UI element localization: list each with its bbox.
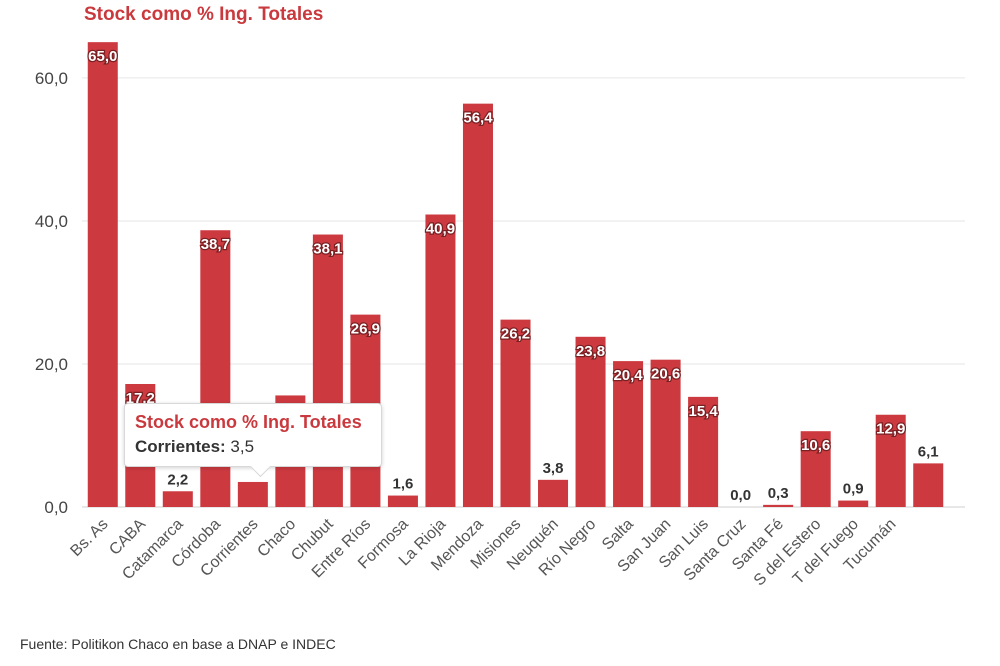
data-label: 12,9 bbox=[876, 421, 905, 438]
data-label: 6,1 bbox=[918, 443, 939, 460]
data-label: 3,8 bbox=[543, 460, 564, 477]
data-label: 38,1 bbox=[313, 241, 342, 258]
data-label: 20,4 bbox=[613, 367, 643, 384]
bar bbox=[237, 481, 268, 507]
data-label: 2,2 bbox=[167, 471, 188, 488]
data-label: 1,6 bbox=[393, 476, 414, 493]
tooltip-label: Corrientes: bbox=[135, 437, 226, 456]
bar bbox=[425, 214, 456, 507]
bar bbox=[650, 359, 681, 507]
data-label: 65,0 bbox=[88, 48, 117, 65]
y-tick-label: 20,0 bbox=[35, 355, 68, 374]
bar bbox=[162, 491, 193, 507]
data-label: 40,9 bbox=[426, 221, 455, 238]
data-label: 0,0 bbox=[730, 487, 751, 504]
bar bbox=[800, 431, 831, 507]
data-label: 38,7 bbox=[201, 236, 230, 253]
bar bbox=[575, 336, 606, 507]
tooltip-row: Corrientes: 3,5 bbox=[135, 434, 371, 460]
bar bbox=[500, 319, 531, 507]
data-label: 26,2 bbox=[501, 326, 530, 343]
data-label: 20,6 bbox=[651, 366, 680, 383]
bar bbox=[763, 504, 794, 507]
source-note: Fuente: Politikon Chaco en base a DNAP e… bbox=[20, 636, 336, 652]
chart-title: Stock como % Ing. Totales bbox=[84, 4, 324, 25]
bar bbox=[538, 479, 569, 507]
tooltip: Stock como % Ing. Totales Corrientes: 3,… bbox=[124, 403, 382, 478]
data-label: 0,9 bbox=[843, 481, 864, 498]
bar bbox=[462, 103, 493, 508]
bar bbox=[688, 396, 719, 507]
x-tick-label: Bs. As bbox=[67, 516, 111, 560]
y-tick-label: 0,0 bbox=[44, 498, 68, 517]
bar bbox=[913, 463, 944, 507]
data-label: 56,4 bbox=[463, 110, 493, 127]
bar bbox=[613, 361, 644, 507]
y-tick-label: 60,0 bbox=[35, 69, 68, 88]
tooltip-title: Stock como % Ing. Totales bbox=[135, 412, 362, 432]
bar bbox=[87, 42, 118, 507]
y-tick-label: 40,0 bbox=[35, 212, 68, 231]
tooltip-value: 3,5 bbox=[230, 437, 255, 456]
bar bbox=[838, 500, 869, 507]
data-label: 15,4 bbox=[689, 403, 719, 420]
bar bbox=[387, 495, 418, 507]
data-label: 0,3 bbox=[768, 485, 789, 502]
data-label: 23,8 bbox=[576, 343, 605, 360]
data-label: 10,6 bbox=[801, 437, 830, 454]
bar bbox=[875, 414, 906, 507]
data-label: 26,9 bbox=[351, 321, 380, 338]
